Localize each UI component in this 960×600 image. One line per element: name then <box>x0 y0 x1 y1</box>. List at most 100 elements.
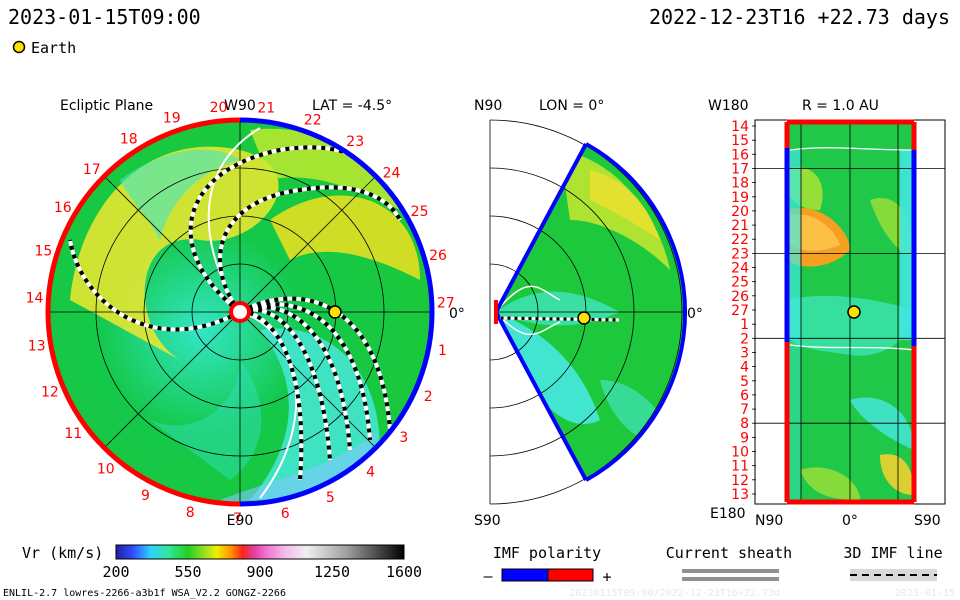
colorbar-tick: 900 <box>246 563 273 581</box>
imf-minus: – <box>483 567 493 585</box>
colorbar-tick: 1600 <box>386 563 422 581</box>
radial-rotation-label: 24 <box>731 261 749 277</box>
radial-rotation-label: 15 <box>731 133 749 149</box>
ecliptic-rotation-label: 20 <box>210 100 228 116</box>
colorbar-tick: 550 <box>174 563 201 581</box>
radial-r-label: R = 1.0 AU <box>802 98 879 114</box>
radial-rotation-label: 5 <box>740 374 749 390</box>
ecliptic-rotation-label: 25 <box>411 204 429 220</box>
radial-rotation-label: 14 <box>731 119 749 135</box>
meridional-lon-label: LON = 0° <box>539 98 604 114</box>
ecliptic-rotation-label: 5 <box>326 490 335 506</box>
ecliptic-rotation-label: 8 <box>186 505 195 521</box>
earth-legend-icon <box>12 40 26 54</box>
ecliptic-bottom-label: E90 <box>227 513 254 529</box>
radial-rotation-label: 27 <box>731 303 749 319</box>
earth-marker-ecliptic <box>328 305 342 319</box>
current-sheath-legend: Current sheath <box>666 544 792 581</box>
ecliptic-rotation-label: 6 <box>281 506 290 522</box>
ecliptic-boundary-negative <box>45 117 241 507</box>
radial-rotation-label: 8 <box>740 416 749 432</box>
ecliptic-rotation-label: 16 <box>54 200 72 216</box>
ecliptic-rotation-label: 4 <box>366 464 375 480</box>
radial-rotation-label: 12 <box>731 473 749 489</box>
run-info: 2022-12-23T16 +22.73 days <box>649 5 950 29</box>
radial-rotation-label: 10 <box>731 445 749 461</box>
ecliptic-rotation-label: 19 <box>163 111 181 127</box>
meridional-right-label: 0° <box>687 306 703 322</box>
earth-legend-label: Earth <box>31 39 76 57</box>
ecliptic-boundary-positive <box>239 117 435 507</box>
colorbar-label: Vr (km/s) <box>22 544 103 562</box>
radial-bottom-left: E180 <box>710 506 746 522</box>
ecliptic-rotation-labels: 20 21222324252627123456789101112131415161… <box>26 100 455 527</box>
radial-x-left: N90 <box>755 513 783 529</box>
radial-rotation-labels: 1415161718192021222324252627123456789101… <box>731 119 756 503</box>
radial-rotation-label: 4 <box>740 360 749 376</box>
radial-x-right: S90 <box>914 513 941 529</box>
ecliptic-rotation-label: 17 <box>83 162 101 178</box>
ecliptic-rotation-label: 12 <box>41 384 59 400</box>
radial-rotation-label: 23 <box>731 246 749 262</box>
radial-rotation-label: 19 <box>731 190 749 206</box>
radial-rotation-label: 11 <box>731 459 749 475</box>
meridional-bottom-left: S90 <box>474 513 501 529</box>
ecliptic-right-label: 0° <box>449 306 465 322</box>
radial-rotation-label: 2 <box>740 331 749 347</box>
radial-rotation-label: 13 <box>731 487 749 503</box>
colorbar-tick: 200 <box>102 563 129 581</box>
current-sheath-title: Current sheath <box>666 544 792 562</box>
imf-3d-legend: 3D IMF line <box>843 544 943 581</box>
ecliptic-rotation-label: 18 <box>120 132 138 148</box>
ecliptic-panel: Ecliptic Plane W90 LAT = -4.5° <box>26 98 465 529</box>
ecliptic-rotation-label: 10 <box>97 461 115 477</box>
radial-rotation-label: 6 <box>740 388 749 404</box>
radial-rotation-label: 3 <box>740 346 749 362</box>
ecliptic-rotation-label: 1 <box>438 343 447 359</box>
forecast-time: 2023-01-15T09:00 <box>8 5 201 29</box>
ecliptic-rotation-label: 27 <box>437 295 455 311</box>
meridional-field <box>496 144 686 480</box>
radial-rotation-label: 20 <box>731 204 749 220</box>
radial-rotation-label: 7 <box>740 402 749 418</box>
imf-polarity-title: IMF polarity <box>493 544 601 562</box>
ecliptic-rotation-label: 14 <box>26 291 44 307</box>
ecliptic-title: Ecliptic Plane <box>60 98 153 114</box>
radial-top-left: W180 <box>708 98 749 114</box>
meridional-top-left: N90 <box>474 98 502 114</box>
colorbar: Vr (km/s) 200 550 900 1250 1600 <box>22 544 422 581</box>
ecliptic-top-label: W90 <box>224 98 256 114</box>
footer-left: ENLIL-2.7 lowres-2266-a3b1f WSA_V2.2 GON… <box>3 588 286 599</box>
ecliptic-rotation-label: 13 <box>28 338 46 354</box>
ecliptic-rotation-label: 7 <box>233 511 242 527</box>
earth-marker-meridional <box>577 311 591 325</box>
earth-marker-radial <box>847 305 861 319</box>
ecliptic-rotation-label: 11 <box>64 426 82 442</box>
radial-rotation-label: 1 <box>740 317 749 333</box>
ecliptic-rotation-label: 21 <box>257 101 275 117</box>
footer-right: 20230115T09:00/2022-12-23T16+22.73d <box>569 588 780 599</box>
radial-rotation-label: 16 <box>731 147 749 163</box>
radial-rotation-label: 9 <box>740 430 749 446</box>
ecliptic-rotation-label: 15 <box>34 244 52 260</box>
ecliptic-rotation-label: 2 <box>424 389 433 405</box>
radial-rotation-label: 21 <box>731 218 749 234</box>
sun-marker <box>229 301 251 323</box>
meridional-panel: N90 LON = 0° <box>474 98 703 529</box>
footer-right-date: 2023-01-15 <box>895 588 955 599</box>
radial-rotation-label: 25 <box>731 275 749 291</box>
ecliptic-lat-label: LAT = -4.5° <box>312 98 392 114</box>
ecliptic-rotation-label: 26 <box>429 248 447 264</box>
ecliptic-rotation-label: 3 <box>399 430 408 446</box>
colorbar-tick: 1250 <box>314 563 350 581</box>
radial-rotation-label: 17 <box>731 162 749 178</box>
radial-rotation-label: 26 <box>731 289 749 305</box>
imf-polarity-legend: IMF polarity – + <box>483 544 611 586</box>
ecliptic-rotation-label: 24 <box>383 165 401 181</box>
ecliptic-rotation-label: 9 <box>141 488 150 504</box>
radial-rotation-label: 22 <box>731 232 749 248</box>
radial-rotation-label: 18 <box>731 176 749 192</box>
ecliptic-rotation-label: 22 <box>304 112 322 128</box>
